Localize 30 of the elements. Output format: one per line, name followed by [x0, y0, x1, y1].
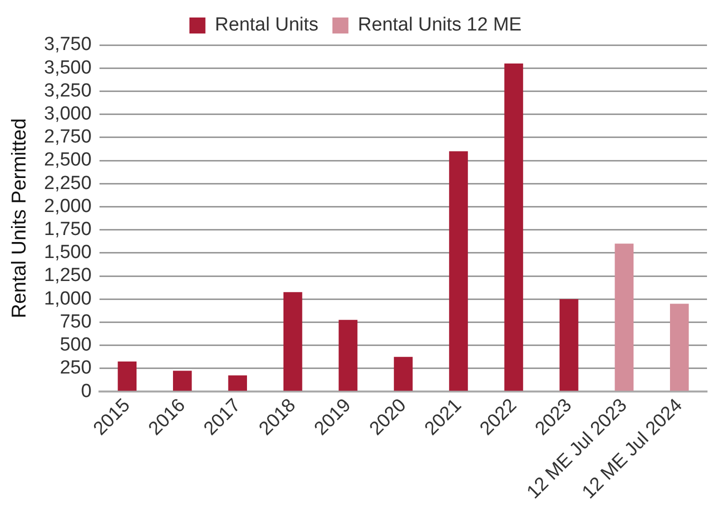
y-tick-label: 250 — [60, 358, 92, 379]
legend-label: Rental Units — [214, 14, 318, 36]
bar — [394, 356, 413, 391]
bar — [560, 299, 578, 391]
y-tick-label: 1,250 — [44, 265, 92, 286]
bar — [614, 244, 634, 391]
y-tick-label: 3,250 — [44, 80, 92, 102]
bar — [504, 63, 524, 391]
y-tick-label: 1,750 — [44, 219, 92, 240]
y-tick-label: 500 — [60, 334, 92, 356]
y-tick-label: 3,500 — [44, 57, 92, 78]
y-tick-label: 2,000 — [44, 196, 92, 217]
y-axis-title: Rental Units Permitted — [8, 118, 31, 318]
y-tick-label: 2,250 — [44, 172, 92, 194]
bar — [670, 304, 689, 391]
y-tick-label: 2,500 — [44, 150, 92, 171]
y-tick-label: 3,750 — [44, 34, 92, 56]
y-tick-label: 1,500 — [44, 242, 92, 264]
y-tick-label: 3,000 — [44, 104, 92, 125]
y-tick-label: 0 — [80, 380, 92, 402]
bar — [172, 370, 192, 391]
bar — [228, 375, 247, 391]
legend-label: Rental Units 12 ME — [358, 14, 522, 36]
y-tick-label: 2,750 — [44, 126, 92, 148]
y-tick-label: 1,000 — [44, 288, 92, 310]
bar — [283, 292, 302, 391]
bar — [118, 361, 137, 391]
bar — [338, 320, 358, 391]
y-tick-label: 750 — [60, 311, 92, 332]
bar — [449, 151, 468, 391]
